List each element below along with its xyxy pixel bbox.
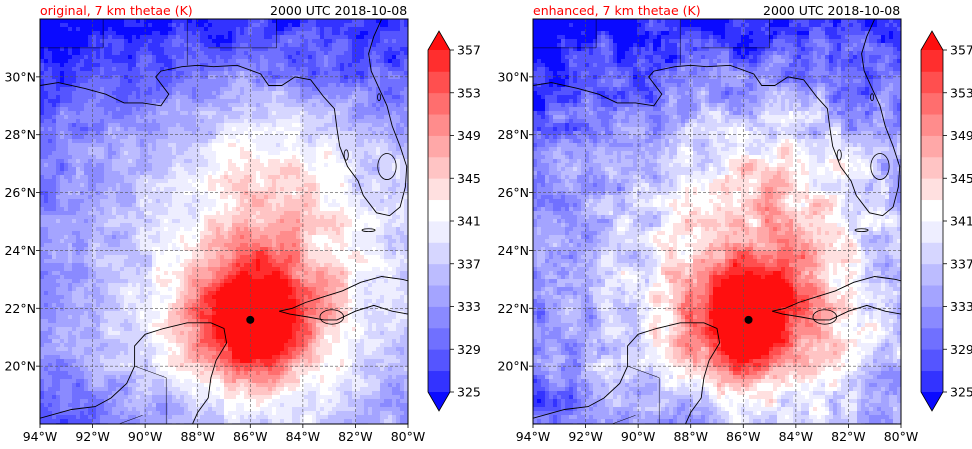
right-thetae-field: [533, 19, 901, 424]
right-colorbar: 325 329 333 337 341 345 349 353 357: [920, 30, 972, 412]
right-y-tick-label: 20°N: [497, 359, 529, 374]
left-colorbar-tick-label: 333: [457, 299, 481, 314]
right-y-tick-label: 30°N: [497, 69, 529, 84]
left-coastlines: [40, 19, 408, 424]
right-x-tick-label: 86°W: [726, 429, 761, 444]
left-panel: original, 7 km thetae (K) 2000 UTC 2018-…: [4, 3, 481, 444]
right-colorbar-tick-label: 345: [950, 171, 972, 186]
left-map-chart: 94°W 92°W 90°W 88°W 86°W 84°W 82°W 80°W 20°N 22°N…: [4, 18, 481, 444]
right-x-tick-label: 94°W: [516, 429, 551, 444]
right-y-tick-label: 22°N: [497, 301, 529, 316]
left-x-tick-label: 84°W: [286, 429, 321, 444]
right-y-tick-label: 24°N: [497, 243, 529, 258]
left-y-tick-label: 22°N: [4, 301, 36, 316]
left-colorbar-tick-label: 357: [457, 43, 481, 58]
left-x-tick-label: 88°W: [180, 429, 215, 444]
right-panel: enhanced, 7 km thetae (K) 2000 UTC 2018-…: [493, 0, 972, 449]
right-x-tick-label: 90°W: [621, 429, 656, 444]
right-colorbar-tick-label: 357: [950, 43, 972, 58]
right-y-tick-label: 26°N: [497, 185, 529, 200]
right-colorbar-tick-label: 349: [950, 128, 972, 143]
left-x-tick-label: 90°W: [128, 429, 163, 444]
right-map-chart: 94°W 92°W 90°W 88°W 86°W 84°W 82°W 80°W 20°N 22°N…: [497, 18, 972, 444]
left-x-tick-label: 92°W: [75, 429, 110, 444]
right-x-tick-label: 88°W: [673, 429, 708, 444]
left-colorbar: 325 329 333 337 341 345 349 353 357: [427, 30, 481, 412]
right-y-tick-label: 28°N: [497, 127, 529, 142]
left-x-tick-label: 86°W: [233, 429, 268, 444]
right-colorbar-tick-label: 333: [950, 299, 972, 314]
left-colorbar-tick-label: 345: [457, 171, 481, 186]
right-panel-title: enhanced, 7 km thetae (K): [533, 3, 701, 18]
right-panel-time: 2000 UTC 2018-10-08: [763, 3, 901, 18]
right-colorbar-tick-label: 353: [950, 85, 972, 100]
left-panel-time: 2000 UTC 2018-10-08: [270, 3, 408, 18]
left-colorbar-tick-label: 325: [457, 385, 481, 400]
right-colorbar-tick-label: 341: [950, 214, 972, 229]
right-map-frame: [532, 18, 902, 425]
left-y-tick-label: 24°N: [4, 243, 36, 258]
left-colorbar-tick-label: 341: [457, 214, 481, 229]
right-x-tick-label: 84°W: [779, 429, 814, 444]
left-x-tick-label: 94°W: [23, 429, 58, 444]
right-storm-center-marker: [744, 315, 753, 324]
left-y-tick-label: 30°N: [4, 69, 36, 84]
right-coastlines: [533, 19, 901, 424]
left-x-tick-label: 80°W: [391, 429, 426, 444]
left-colorbar-tick-label: 353: [457, 85, 481, 100]
left-colorbar-tick-label: 337: [457, 256, 481, 271]
left-map-frame: [39, 18, 409, 425]
left-panel-title: original, 7 km thetae (K): [40, 3, 193, 18]
right-colorbar-tick-label: 329: [950, 342, 972, 357]
left-storm-center-marker: [246, 315, 255, 324]
right-colorbar-tick-label: 325: [950, 385, 972, 400]
left-y-tick-label: 20°N: [4, 359, 36, 374]
left-colorbar-tick-label: 329: [457, 342, 481, 357]
right-colorbar-tick-label: 337: [950, 256, 972, 271]
right-x-tick-label: 92°W: [568, 429, 603, 444]
left-y-tick-label: 28°N: [4, 127, 36, 142]
right-x-tick-label: 80°W: [884, 429, 919, 444]
left-y-tick-label: 26°N: [4, 185, 36, 200]
left-x-tick-label: 82°W: [338, 429, 373, 444]
right-x-tick-label: 82°W: [831, 429, 866, 444]
left-colorbar-tick-label: 349: [457, 128, 481, 143]
